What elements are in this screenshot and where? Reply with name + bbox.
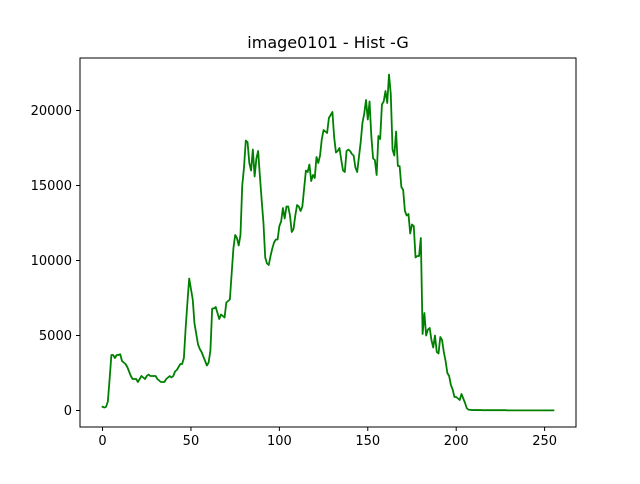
y-tick-label: 5000 — [39, 329, 72, 344]
x-tick-label: 100 — [267, 434, 292, 449]
chart-title: image0101 - Hist -G — [247, 33, 408, 52]
x-tick-label: 200 — [444, 434, 469, 449]
x-tick-label: 250 — [532, 434, 557, 449]
x-tick-label: 50 — [183, 434, 200, 449]
x-tick-label: 150 — [355, 434, 380, 449]
y-axis: 0 5000 10000 15000 20000 — [31, 104, 80, 419]
plot-frame — [79, 57, 577, 428]
x-tick-label: 0 — [98, 434, 106, 449]
x-axis: 0 50 100 150 200 250 — [98, 427, 557, 449]
series-line-g — [101, 73, 555, 412]
y-tick-label: 20000 — [31, 104, 72, 119]
y-tick-label: 10000 — [31, 254, 72, 269]
y-tick-label: 15000 — [31, 179, 72, 194]
y-tick-label: 0 — [64, 404, 72, 419]
plot-area — [101, 73, 555, 412]
